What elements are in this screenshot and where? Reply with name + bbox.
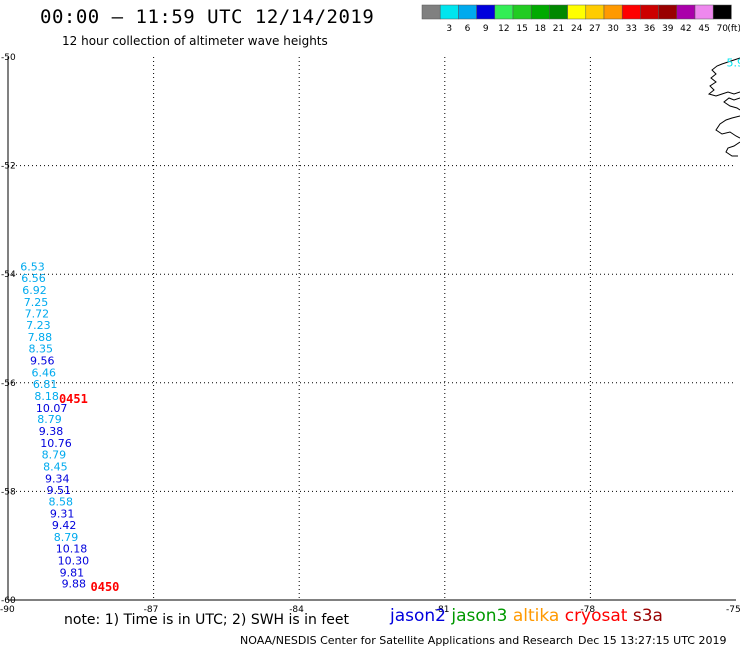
legend-swatch (640, 4, 659, 20)
wave-height-value: 8.79 (42, 448, 67, 461)
wave-height-value: 10.76 (40, 437, 72, 450)
wave-height-value: 7.88 (28, 331, 53, 344)
wave-height-value: 8.79 (37, 413, 62, 426)
satellite-s3a: s3a (632, 606, 663, 626)
x-tick-label: -84 (289, 605, 304, 615)
wave-height-value: 6.53 (20, 261, 45, 274)
legend-label: 30 (607, 24, 619, 34)
wave-height-value: 9.34 (45, 472, 70, 485)
wave-height-value: 9.56 (30, 355, 54, 368)
satellite-jason3: jason3 (451, 606, 508, 626)
wave-height-value: 8.18 (34, 390, 59, 403)
legend-swatch (421, 4, 441, 20)
legend-swatch (676, 4, 696, 20)
wave-height-value: 7.25 (24, 296, 48, 309)
legend-swatch (567, 4, 587, 20)
wave-height-value: 9.31 (50, 508, 75, 521)
x-tick-label: -75 (726, 605, 740, 615)
wave-height-value: 10.07 (36, 402, 67, 415)
wave-height-value: 9.51 (47, 484, 72, 497)
legend-label: 9 (483, 24, 489, 34)
legend-swatch (458, 4, 477, 20)
wave-height-value: 8.35 (29, 343, 53, 356)
satellite-altika: altika (512, 606, 560, 626)
footer-note: note: 1) Time is in UTC; 2) SWH is in fe… (64, 612, 350, 628)
legend-swatch (476, 4, 496, 20)
legend-label: 24 (571, 24, 583, 34)
chart-subtitle: 12 hour collection of altimeter wave hei… (62, 34, 328, 48)
wave-height-value: 7.23 (26, 319, 50, 332)
wave-height-value: 6.56 (21, 272, 45, 285)
x-tick-label: -90 (0, 605, 15, 615)
y-tick-label: -60 (1, 596, 16, 606)
data-points: 6.536.566.927.257.727.237.888.359.566.46… (20, 56, 740, 590)
legend-label: 15 (516, 24, 527, 34)
footer-timestamp: Dec 15 13:27:15 UTC 2019 (578, 634, 727, 647)
y-tick-label: -50 (1, 53, 16, 63)
coastline (707, 57, 740, 157)
legend-label: 33 (626, 24, 637, 34)
legend-swatch (658, 4, 678, 20)
y-tick-label: -54 (1, 270, 16, 280)
legend-label: 6 (465, 24, 471, 34)
x-tick-label: -78 (580, 605, 595, 615)
y-tick-label: -56 (1, 379, 16, 389)
y-tick-label: -58 (1, 487, 16, 497)
legend-swatch (530, 4, 550, 20)
legend-swatch (712, 4, 732, 20)
wave-height-value: 10.30 (58, 554, 90, 567)
y-tick-label: -52 (1, 162, 16, 172)
legend-label: 18 (535, 24, 547, 34)
legend-swatch (494, 4, 514, 20)
wave-height-value: 8.58 (48, 496, 72, 509)
pass-time-label: 0451 (59, 392, 88, 406)
satellite-jason2: jason2 (390, 606, 446, 626)
wave-height-value: 7.72 (25, 307, 50, 320)
legend-label: 36 (644, 24, 656, 34)
wave-height-value: 10.18 (56, 542, 87, 555)
chart-title: 00:00 – 11:59 UTC 12/14/2019 (40, 6, 375, 28)
legend-label: 70 (717, 24, 729, 34)
satellite-cryosat: cryosat (564, 606, 628, 626)
coastline-shape (707, 57, 740, 157)
grid-lines (7, 57, 736, 601)
wave-height-value: 6.46 (31, 366, 56, 379)
wave-height-value: 9.81 (60, 566, 85, 579)
legend-unit: (ft) (727, 24, 740, 34)
legend-swatch (439, 4, 459, 20)
wave-height-value: 6.81 (33, 378, 58, 391)
legend-swatch (603, 4, 623, 20)
x-tick-label: -87 (144, 605, 159, 615)
legend-swatch (621, 4, 641, 20)
legend-swatch (585, 4, 605, 20)
x-tick-label: -81 (435, 605, 450, 615)
wave-height-value: 8.45 (43, 460, 67, 473)
legend-label: 42 (680, 24, 691, 34)
pass-time-label: 0450 (91, 580, 120, 594)
legend-label: 3 (446, 24, 452, 34)
legend-label: 27 (589, 24, 600, 34)
wave-height-value: 8.79 (54, 531, 79, 544)
legend-label: 45 (698, 24, 709, 34)
legend-swatch (512, 4, 532, 20)
footer-credit: NOAA/NESDIS Center for Satellite Applica… (240, 634, 574, 647)
color-legend: 3 6 9 12 15 18 21 24 27 30 33 36 39 42 45 70 (ft) (421, 4, 740, 34)
legend-label: 21 (553, 24, 564, 34)
wave-height-value: 9.42 (52, 519, 77, 532)
legend-swatch (549, 4, 568, 20)
legend-label: 39 (662, 24, 674, 34)
legend-label: 12 (498, 24, 509, 34)
wave-height-value: 9.38 (39, 425, 64, 438)
time-labels: 0451 0450 (59, 392, 119, 594)
legend-swatch (694, 4, 714, 20)
axis-ticks: -90 -87 -84 -81 -78 -75 -50 -52 -54 -56 -58 -60 (0, 53, 740, 615)
wave-height-value: 5.9 (727, 56, 740, 69)
wave-height-value: 6.92 (22, 284, 46, 297)
satellite-legend: jason2 jason3 altika cryosat s3a (390, 606, 663, 626)
wave-height-value: 9.88 (62, 578, 87, 591)
